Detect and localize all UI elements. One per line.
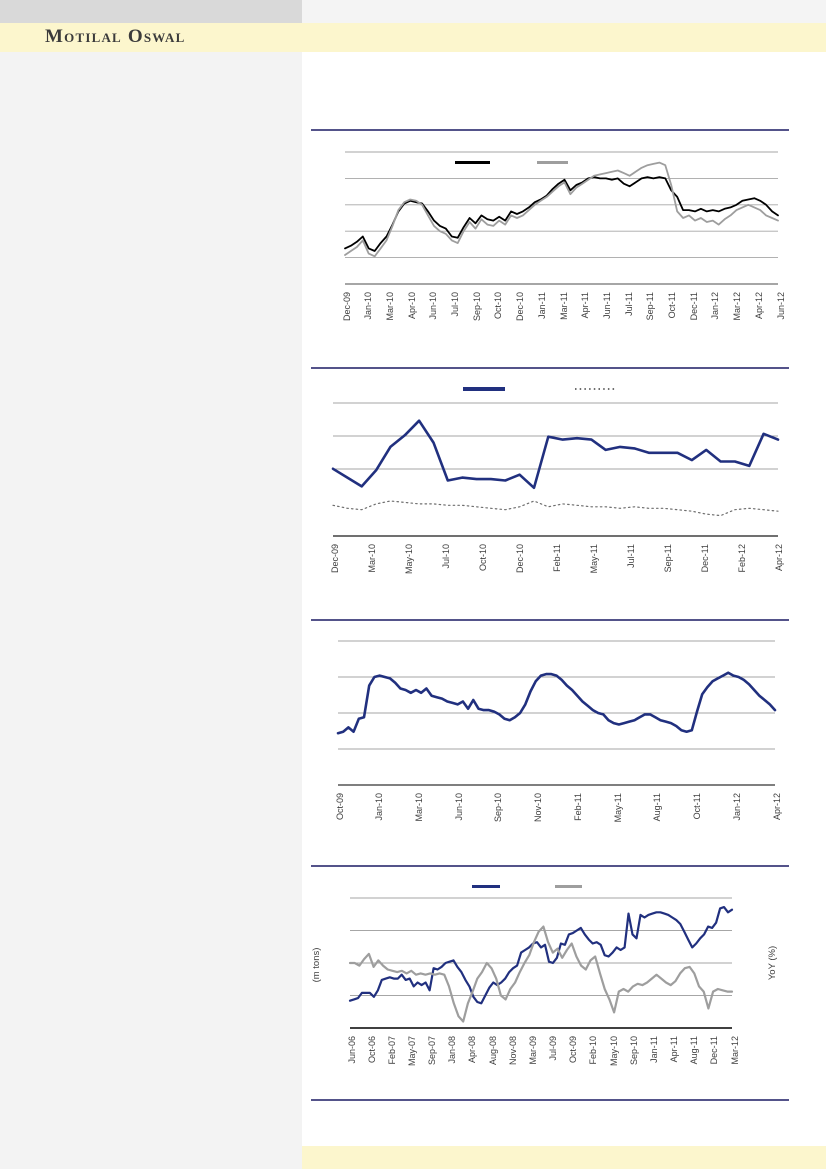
series-navy-line <box>336 671 777 735</box>
x-tick-label: May-10 <box>403 544 414 575</box>
x-tick-label: Dec-09 <box>329 544 340 574</box>
series-gray-line <box>344 161 779 258</box>
x-tick-label: Jul-11 <box>625 544 636 568</box>
series-black-line <box>344 176 779 252</box>
series-navy-solid-line <box>331 419 780 490</box>
x-tick-label: Jul-09 <box>548 1036 559 1061</box>
x-tick-label: Feb-07 <box>386 1036 397 1065</box>
x-tick-label: Sep-11 <box>662 544 673 573</box>
x-tick-label: Aug-11 <box>652 793 663 822</box>
x-tick-label: Jan-12 <box>731 793 742 821</box>
x-tick-label: Jul-10 <box>440 544 451 569</box>
x-tick-label: Dec-11 <box>699 544 710 573</box>
x-tick-label: Apr-12 <box>753 292 764 320</box>
x-tick-label: May-10 <box>608 1036 619 1067</box>
x-tick-label: Apr-12 <box>773 544 784 572</box>
x-tick-label: Jan-10 <box>374 793 385 821</box>
x-tick-label: Sep-10 <box>471 292 482 322</box>
left-blank-panel <box>0 52 302 1169</box>
series-gray-dotted-line <box>332 500 779 517</box>
x-tick-label: Aug-11 <box>689 1036 700 1065</box>
x-tick-label: Dec-10 <box>515 292 526 322</box>
x-tick-label: Aug-08 <box>487 1036 498 1066</box>
x-tick-label: Mar-10 <box>366 544 377 573</box>
x-tick-label: Dec-11 <box>688 292 699 321</box>
x-tick-label: Feb-11 <box>551 544 562 572</box>
x-tick-label: Oct-09 <box>568 1036 579 1064</box>
x-tick-label: Jun-10 <box>453 793 464 821</box>
y-axis-label-left: (m tons) <box>311 947 322 983</box>
x-tick-label: Apr-10 <box>406 292 417 320</box>
x-tick-label: Dec-10 <box>514 544 525 574</box>
series-navy-line-m-tons <box>348 905 734 1005</box>
x-tick-label: Jan-10 <box>363 292 374 320</box>
x-tick-label: Oct-11 <box>692 793 703 820</box>
x-tick-label: Jul-10 <box>450 292 460 317</box>
x-tick-label: Sep-10 <box>493 793 504 823</box>
x-tick-label: Feb-10 <box>588 1036 599 1065</box>
x-tick-label: May-11 <box>612 793 623 823</box>
series-gray-line-yoy-pct <box>348 925 734 1023</box>
x-tick-label: Apr-08 <box>467 1036 478 1064</box>
x-tick-label: Jun-10 <box>428 292 439 320</box>
x-tick-label: Feb-12 <box>736 544 747 573</box>
x-tick-label: Jan-12 <box>710 292 721 320</box>
x-tick-label: Oct-06 <box>366 1036 377 1064</box>
x-tick-label: Jan-11 <box>648 1036 659 1063</box>
x-tick-label: Feb-11 <box>572 793 583 821</box>
x-tick-label: Oct-11 <box>667 292 677 319</box>
brand-band: Motilal Oswal <box>0 23 826 52</box>
x-tick-label: Jul-11 <box>623 292 634 316</box>
x-tick-label: Mar-10 <box>413 793 424 822</box>
x-tick-label: May-11 <box>588 544 599 574</box>
x-tick-label: Mar-12 <box>732 292 743 321</box>
top-right-gray-bar <box>302 0 826 23</box>
x-tick-label: Apr-11 <box>669 1036 680 1063</box>
x-tick-label: Mar-12 <box>729 1036 740 1065</box>
x-tick-label: Mar-11 <box>558 292 569 320</box>
x-tick-label: Jan-08 <box>447 1036 458 1064</box>
x-tick-label: Apr-11 <box>580 292 591 319</box>
x-tick-label: Mar-10 <box>384 292 395 321</box>
x-tick-label: Nov-10 <box>533 793 544 823</box>
x-tick-label: Nov-08 <box>507 1036 518 1066</box>
top-left-gray-bar <box>0 0 302 23</box>
x-tick-label: Apr-12 <box>771 793 782 821</box>
x-tick-label: Oct-10 <box>477 544 488 572</box>
x-tick-label: Jun-06 <box>346 1036 357 1064</box>
brand-logo-text: Motilal Oswal <box>45 26 186 47</box>
x-tick-label: Sep-10 <box>628 1036 639 1066</box>
x-tick-label: Oct-10 <box>493 292 504 320</box>
x-tick-label: Sep-11 <box>645 292 656 321</box>
x-tick-label: Jun-11 <box>601 292 612 319</box>
bottom-yellow-band <box>302 1146 826 1169</box>
y-axis-label-right: YoY (%) <box>767 945 778 981</box>
x-tick-label: Mar-09 <box>527 1036 538 1065</box>
x-tick-label: Sep-07 <box>427 1036 438 1066</box>
x-tick-label: Oct-09 <box>334 793 345 821</box>
x-tick-label: Jan-11 <box>536 292 547 319</box>
x-tick-label: Jun-12 <box>775 292 786 320</box>
x-tick-label: Dec-09 <box>341 292 352 322</box>
x-tick-label: May-07 <box>406 1036 417 1067</box>
x-tick-label: Dec-11 <box>709 1036 720 1065</box>
